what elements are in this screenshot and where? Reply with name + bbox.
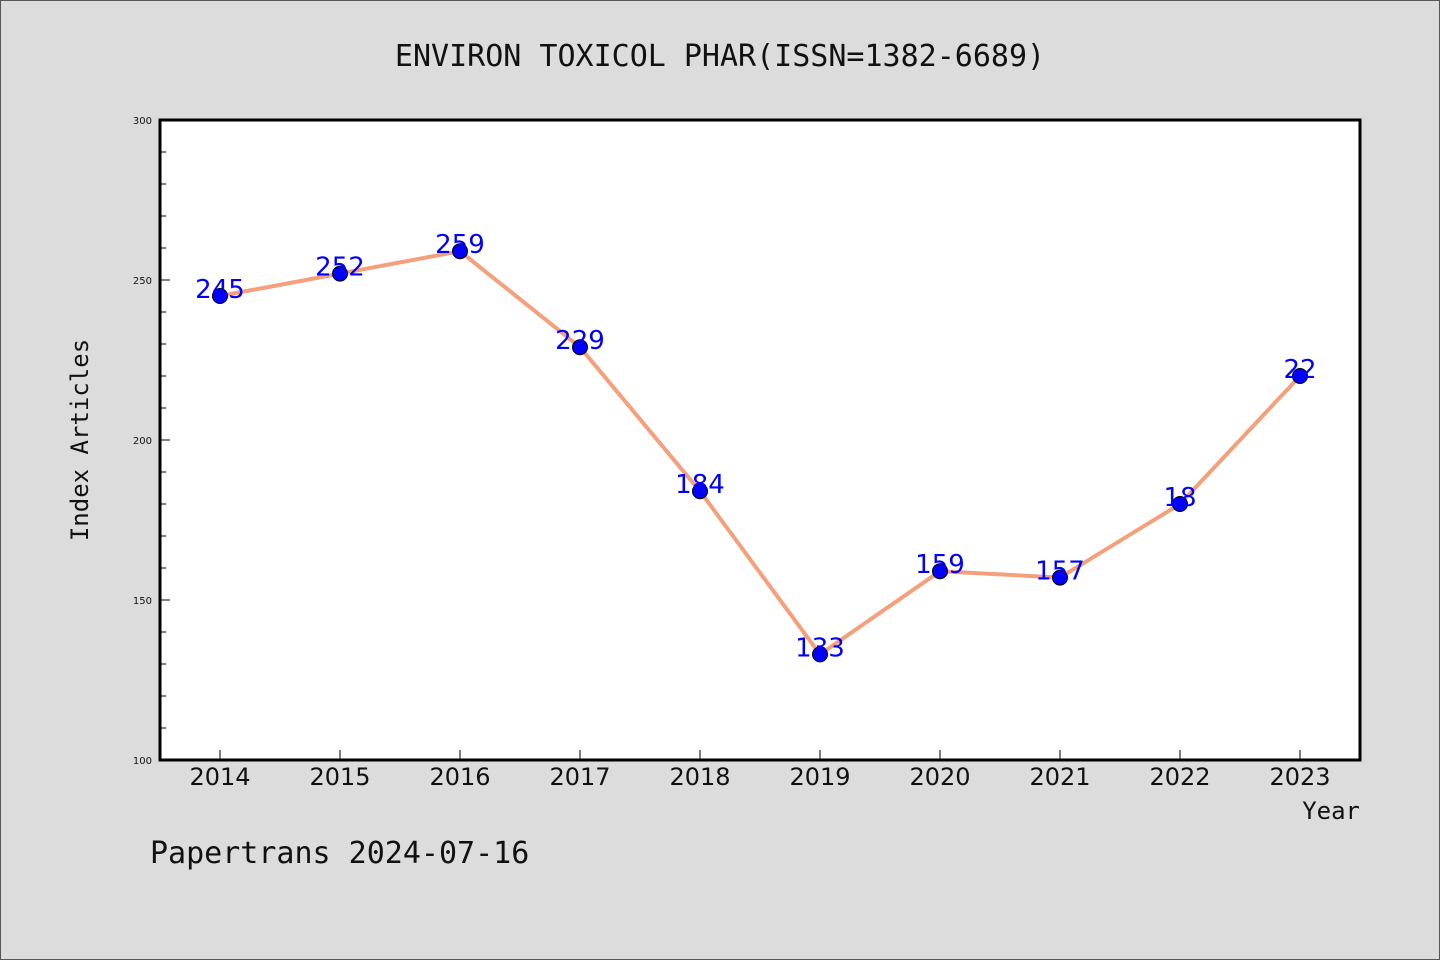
x-tick-label: 2022 xyxy=(1149,763,1210,791)
data-point xyxy=(572,339,588,356)
x-tick-label: 2023 xyxy=(1269,763,1330,791)
data-label: 22 xyxy=(1283,355,1316,385)
data-point xyxy=(1172,496,1188,512)
x-axis-label: Year xyxy=(1302,797,1360,825)
x-tick-label: 2021 xyxy=(1029,763,1090,791)
data-label: 157 xyxy=(1035,557,1085,587)
x-tick-label: 2016 xyxy=(429,763,490,791)
data-label: 259 xyxy=(435,230,485,260)
series-line xyxy=(219,249,1302,657)
y-axis: 100 150 200 250 300 xyxy=(133,116,170,767)
series-index-articles: 245 252 259 229 184 133 159 157 18 22 xyxy=(195,230,1316,663)
data-point xyxy=(1292,368,1308,384)
x-tick-label: 2020 xyxy=(909,763,970,791)
data-label: 159 xyxy=(915,550,965,580)
x-tick-label: 2018 xyxy=(669,763,730,791)
data-point xyxy=(212,288,228,304)
y-tick-label: 100 xyxy=(133,756,152,767)
data-label: 245 xyxy=(195,275,245,305)
y-tick-label: 300 xyxy=(133,116,152,127)
y-axis-label: Index Articles xyxy=(66,339,94,541)
x-axis: 2014 2015 2016 2017 2018 2019 2020 2021 2022 2023 xyxy=(189,750,1331,791)
data-point xyxy=(692,483,708,500)
data-label: 184 xyxy=(675,470,725,500)
data-point xyxy=(932,563,948,580)
x-tick-label: 2014 xyxy=(189,763,250,791)
data-point xyxy=(452,243,468,260)
data-point xyxy=(1052,569,1068,586)
data-label: 252 xyxy=(315,253,365,283)
watermark-text: Papertrans 2024-07-16 xyxy=(150,836,529,871)
data-label: 229 xyxy=(555,326,605,356)
y-tick-label: 250 xyxy=(133,276,152,287)
data-label: 18 xyxy=(1163,483,1196,513)
y-tick-label: 200 xyxy=(133,436,152,447)
plot-area xyxy=(158,118,1362,762)
chart-title: ENVIRON TOXICOL PHAR(ISSN=1382-6689) xyxy=(395,39,1045,74)
x-tick-label: 2015 xyxy=(309,763,370,791)
x-tick-label: 2017 xyxy=(549,763,610,791)
y-tick-label: 150 xyxy=(133,596,152,607)
data-point xyxy=(332,265,348,282)
data-label: 133 xyxy=(795,633,845,663)
x-tick-label: 2019 xyxy=(789,763,850,791)
data-point xyxy=(812,646,828,663)
